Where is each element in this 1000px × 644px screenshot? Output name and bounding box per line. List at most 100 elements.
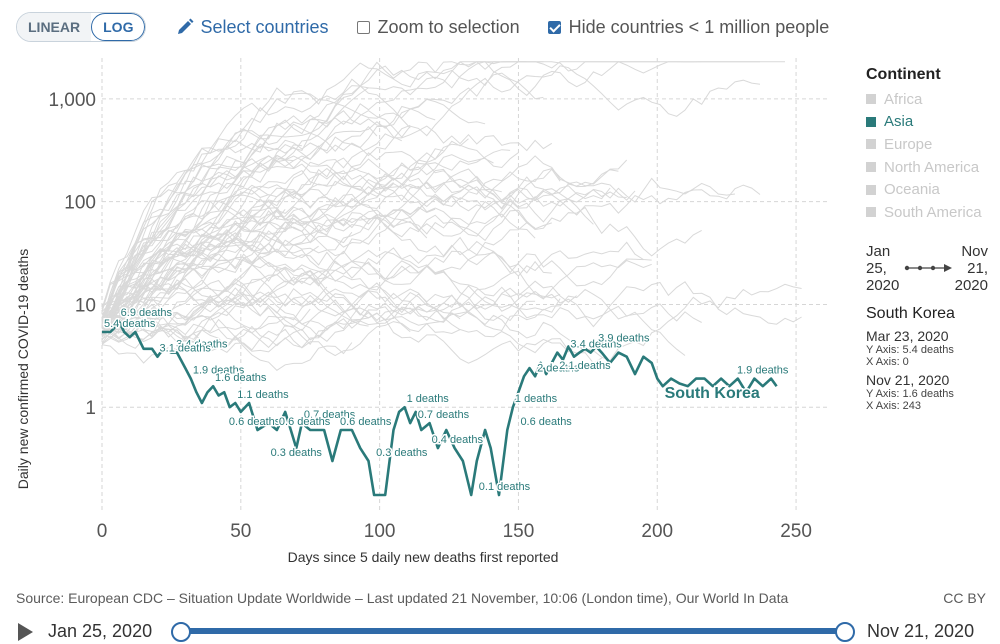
legend-item-oceania[interactable]: Oceania	[866, 178, 996, 201]
background-country-line	[101, 226, 353, 323]
y-axis-label: Daily new confirmed COVID-19 deaths	[15, 249, 31, 489]
background-country-line	[101, 85, 411, 329]
timeline-start-date: Jan 25, 2020	[48, 621, 153, 641]
background-country-line	[101, 144, 302, 321]
y-tick-label: 1	[85, 398, 96, 419]
hide-checkbox[interactable]	[547, 20, 561, 34]
point-label: 2.1 deaths	[559, 360, 611, 372]
background-country-line	[101, 148, 444, 315]
background-country-line	[101, 61, 660, 319]
background-country-lines	[101, 61, 802, 371]
source-note: Source: European CDC – Situation Update …	[16, 590, 789, 606]
point-label: 0.6 deaths	[279, 416, 331, 428]
background-country-line	[101, 261, 686, 356]
y-tick-label: 100	[64, 193, 96, 214]
range-end-month: Nov	[961, 243, 988, 260]
point-label: 0.3 deaths	[376, 447, 428, 459]
play-icon[interactable]	[18, 623, 33, 641]
background-country-line	[101, 308, 311, 349]
select-countries-button[interactable]: Select countries	[176, 17, 329, 38]
legend-item-south-america[interactable]: South America	[866, 201, 996, 224]
background-country-line	[101, 329, 353, 371]
arrow-right-icon	[904, 264, 952, 272]
background-country-line	[101, 287, 369, 337]
selection-info: South Korea Mar 23, 2020 Y Axis: 5.4 dea…	[866, 305, 996, 417]
info-start-x: X Axis: 0	[866, 356, 909, 368]
hide-small-countries-toggle[interactable]: Hide countries < 1 million people	[547, 17, 829, 38]
legend-items: Africa Asia Europe North America Oceania Sout…	[866, 88, 996, 224]
background-country-line	[101, 162, 611, 322]
info-end-y: Y Axis: 1.6 deaths	[866, 388, 954, 400]
background-country-line	[101, 241, 652, 320]
legend-label: Oceania	[884, 181, 940, 199]
background-country-line	[101, 242, 419, 329]
background-country-line	[101, 261, 802, 341]
zoom-to-selection-toggle[interactable]: Zoom to selection	[356, 16, 520, 38]
point-label: 1 deaths	[515, 393, 558, 405]
point-label: 3.1 deaths	[160, 343, 212, 355]
point-label: 1 deaths	[407, 393, 450, 405]
legend-swatch	[866, 207, 876, 218]
range-start-month: Jan	[866, 243, 891, 260]
background-country-line	[101, 134, 269, 329]
background-country-line	[101, 155, 619, 323]
info-start-date: Mar 23, 2020	[866, 328, 949, 344]
point-label: 2 deaths	[537, 362, 580, 374]
background-country-line	[101, 311, 594, 364]
legend-item-asia[interactable]: Asia	[866, 111, 996, 134]
legend-swatch	[866, 139, 876, 150]
log-button[interactable]: LOG	[91, 13, 146, 41]
point-label: 3.4 deaths	[176, 339, 228, 351]
background-country-line	[101, 168, 536, 333]
axis-layer: 1 10 100 1,000 0 50 100 150 200 250 Days since 5 d…	[15, 90, 812, 565]
info-start-y: Y Axis: 5.4 deaths	[866, 344, 954, 356]
legend-title: Continent	[866, 66, 941, 83]
license-link[interactable]: CC BY	[943, 590, 986, 606]
legend-item-africa[interactable]: Africa	[866, 88, 996, 111]
timeline-track[interactable]	[181, 628, 845, 634]
point-label: 0.6 deaths	[229, 416, 281, 428]
info-end-date: Nov 21, 2020	[866, 372, 950, 388]
background-country-line	[101, 168, 636, 322]
legend-swatch	[866, 116, 876, 127]
legend-label: South America	[884, 203, 982, 221]
point-label: 1.1 deaths	[237, 389, 289, 401]
legend-item-europe[interactable]: Europe	[866, 133, 996, 156]
point-label: 3.9 deaths	[598, 332, 650, 344]
background-country-line	[101, 155, 294, 324]
point-label: 1.9 deaths	[737, 365, 789, 377]
zoom-checkbox[interactable]	[356, 20, 370, 34]
point-label: 6.9 deaths	[121, 307, 173, 319]
background-country-line	[101, 255, 328, 340]
point-label: 0.1 deaths	[479, 481, 531, 493]
background-country-line	[101, 214, 428, 322]
y-tick-label: 10	[75, 295, 96, 316]
legend-swatch	[866, 184, 876, 195]
background-country-line	[101, 277, 411, 343]
legend-label: North America	[884, 158, 980, 176]
legend-label: Europe	[884, 135, 933, 153]
point-label: 1.9 deaths	[193, 365, 245, 377]
point-label: 1.6 deaths	[215, 372, 267, 384]
timeline-start-handle[interactable]	[171, 622, 191, 642]
background-country-line	[101, 152, 519, 333]
timeline-end-date: Nov 21, 2020	[867, 621, 975, 641]
background-country-line	[101, 280, 578, 329]
background-country-line	[101, 168, 594, 332]
linear-button[interactable]: LINEAR	[17, 13, 92, 41]
background-country-line	[101, 125, 403, 320]
info-country: South Korea	[866, 305, 955, 322]
range-start-year: 2020	[866, 277, 900, 294]
legend-item-north-america[interactable]: North America	[866, 156, 996, 179]
background-country-line	[101, 321, 602, 364]
point-label: 0.3 deaths	[271, 447, 323, 459]
background-country-line	[101, 61, 760, 322]
background-country-line	[101, 285, 702, 338]
x-tick-label: 150	[503, 521, 535, 542]
timeline-end-handle[interactable]	[835, 622, 855, 642]
zoom-label: Zoom to selection	[377, 16, 520, 37]
toolbar: LINEAR LOG Select countries Zoom to sele…	[16, 12, 829, 42]
background-country-line	[101, 182, 394, 318]
legend-swatch	[866, 162, 876, 173]
